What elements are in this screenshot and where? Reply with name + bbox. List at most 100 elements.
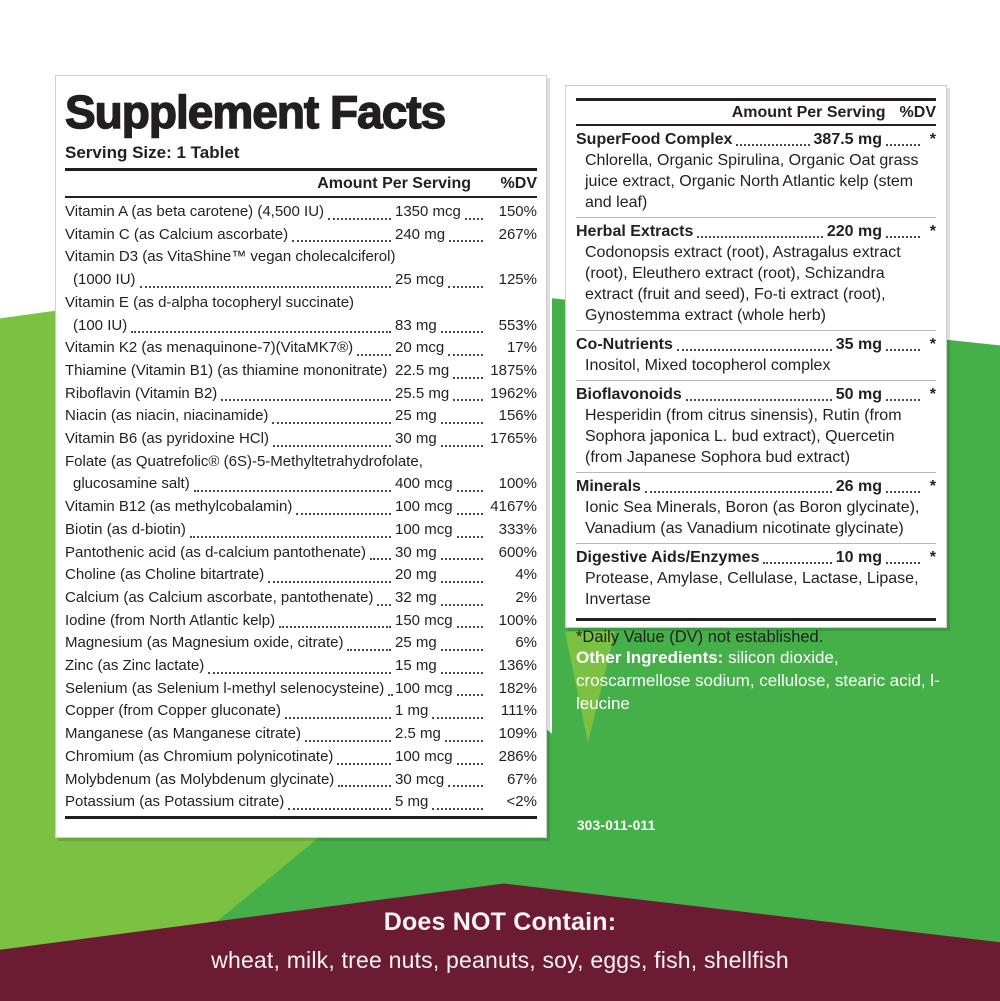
complex-sections: SuperFood Complex 387.5 mg * Chlorella, Org…: [576, 126, 936, 614]
row-amount: 20 mcg: [395, 339, 445, 357]
row-dv: 267%: [498, 225, 537, 243]
leader-dots: [456, 535, 483, 538]
table-row: Biotin (as d-biotin) 100 mcg 333%: [65, 519, 537, 542]
table-row: Niacin (as niacin, niacinamide) 25 mg 156%: [65, 405, 537, 428]
table-row: Vitamin B12 (as methylcobalamin) 100 mcg 4…: [65, 496, 537, 519]
leader-dots: [440, 331, 483, 334]
leader-dots: [440, 649, 483, 652]
row-amount-cell: 1 mg: [395, 700, 487, 723]
row-amount: 2.5 mg: [395, 725, 441, 743]
row-label: Molybdenum (as Molybdenum glycinate): [65, 770, 335, 788]
row-amount-cell: 25 mg: [395, 632, 487, 655]
row-name: Pantothenic acid (as d-calcium pantothen…: [65, 542, 395, 565]
divider: [576, 98, 936, 101]
row-label-line1: Folate (as Quatrefolic® (6S)-5-Methyltet…: [65, 452, 423, 470]
table-row: Vitamin C (as Calcium ascorbate) 240 mg 26…: [65, 224, 537, 247]
row-amount: 15 mg: [395, 657, 437, 675]
leader-dots: [440, 671, 483, 674]
row-amount-cell: 2.5 mg: [395, 723, 487, 746]
complex-section: Bioflavonoids 50 mg * Hesperidin (from citr…: [576, 381, 936, 473]
section-row: Co-Nutrients 35 mg *: [576, 334, 936, 355]
row-amount: 30 mcg: [395, 770, 445, 788]
row-name: Molybdenum (as Molybdenum glycinate): [65, 769, 395, 792]
leader-dots: [464, 217, 483, 220]
row-dv: 100%: [498, 475, 537, 493]
table-row: Selenium (as Selenium l-methyl selenocys…: [65, 678, 537, 701]
row-label: Vitamin B12 (as methylcobalamin): [65, 498, 293, 516]
row-amount-cell: 30 mg: [395, 428, 487, 451]
supplement-facts-title: Supplement Facts: [64, 85, 447, 138]
row-label: Magnesium (as Magnesium oxide, citrate): [65, 634, 344, 652]
leader-dots: [456, 512, 483, 515]
leader-dots: [337, 762, 391, 765]
section-name: Herbal Extracts: [576, 223, 694, 240]
row-amount-cell: 83 mg: [395, 315, 487, 338]
leader-dots: [440, 558, 483, 561]
row-amount: 25.5 mg: [395, 384, 450, 402]
row-dv: 1765%: [490, 430, 537, 448]
row-amount-cell: 100 mcg: [395, 678, 487, 701]
section-name: Bioflavonoids: [576, 386, 682, 403]
row-label: Vitamin A (as beta carotene) (4,500 IU): [65, 203, 325, 220]
complex-section: Co-Nutrients 35 mg * Inositol, Mixed tocoph…: [576, 331, 936, 381]
leader-dots: [448, 785, 483, 788]
section-amount: 50 mg: [835, 386, 882, 403]
leader-dots: [284, 717, 391, 720]
leader-dots: [444, 739, 483, 742]
row-amount-cell: 1350 mcg: [395, 201, 487, 224]
row-label: (100 IU): [73, 316, 128, 334]
row-amount: 30 mg: [395, 543, 437, 561]
table-row: glucosamine salt) 400 mcg 100%: [65, 473, 537, 496]
table-row: Thiamine (Vitamin B1) (as thiamine monon…: [65, 360, 537, 383]
complexes-panel: Amount Per Serving %DV SuperFood Complex…: [565, 85, 947, 646]
row-label: Iodine (from North Atlantic kelp): [65, 611, 276, 629]
row-name: Riboflavin (Vitamin B2): [65, 383, 395, 406]
table-row: Copper (from Copper gluconate) 1 mg 111%: [65, 700, 537, 723]
row-amount: 150 mcg: [395, 611, 453, 629]
other-ingredients-label: Other Ingredients:: [576, 648, 724, 667]
leader-dots: [208, 671, 391, 674]
leader-dots: [456, 626, 483, 629]
row-name: Calcium (as Calcium ascorbate, pantothen…: [65, 587, 395, 610]
row-dv: 1962%: [490, 384, 537, 402]
row-amount: 25 mg: [395, 407, 437, 425]
row-dv: 100%: [498, 611, 537, 629]
leader-dots: [328, 217, 391, 220]
leader-dots: [453, 399, 483, 402]
leader-dots: [139, 285, 391, 288]
row-amount: 240 mg: [395, 225, 446, 243]
leader-dots: [370, 558, 391, 561]
section-row: Herbal Extracts 220 mg *: [576, 221, 936, 242]
section-row: Minerals 26 mg *: [576, 476, 936, 497]
row-name: (1000 IU): [65, 269, 395, 292]
row-name: Manganese (as Manganese citrate): [65, 723, 395, 746]
section-dv: *: [929, 549, 936, 566]
leader-dots: [449, 240, 483, 243]
leader-dots: [886, 236, 920, 238]
row-amount-cell: 240 mg: [395, 224, 487, 247]
row-amount: 1350 mcg: [395, 203, 461, 220]
leader-dots: [432, 717, 483, 720]
row-amount-cell: 15 mg: [395, 655, 487, 678]
row-amount: 5 mg: [395, 793, 429, 811]
section-ingredients: Codonopsis extract (root), Astragalus ex…: [585, 244, 901, 324]
leader-dots: [131, 331, 391, 334]
row-label: Vitamin B6 (as pyridoxine HCl): [65, 430, 269, 448]
table-row: Riboflavin (Vitamin B2) 25.5 mg 1962%: [65, 383, 537, 406]
section-name: SuperFood Complex: [576, 131, 733, 148]
leader-dots: [697, 236, 823, 238]
complex-section: Herbal Extracts 220 mg * Codonopsis extract…: [576, 218, 936, 331]
leader-dots: [736, 144, 810, 146]
divider: [65, 815, 537, 819]
other-ingredients: Other Ingredients: silicon dioxide, cros…: [576, 646, 944, 715]
row-amount-cell: 100 mcg: [395, 519, 487, 542]
leader-dots: [440, 603, 483, 606]
leader-dots: [272, 444, 391, 447]
row-amount-cell: 30 mg: [395, 542, 487, 565]
row-amount: 400 mcg: [395, 475, 453, 493]
row-dv: 1875%: [490, 361, 537, 379]
row-dv: 136%: [498, 657, 537, 675]
divider: [65, 196, 537, 198]
dv-footnote: *Daily Value (DV) not established.: [576, 628, 824, 646]
row-name: Biotin (as d-biotin): [65, 519, 395, 542]
